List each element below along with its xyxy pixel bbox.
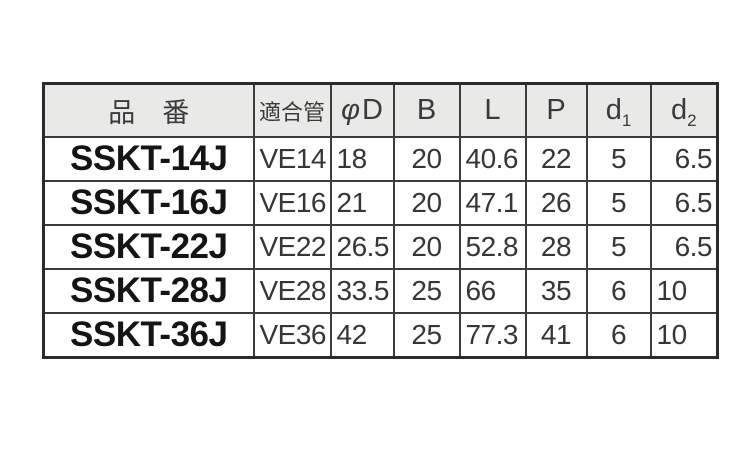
- cell-tekigokan: VE14: [252, 136, 332, 182]
- cell-phiD: 42: [329, 312, 395, 359]
- cell-d1: 5: [585, 136, 652, 182]
- cell-d2: 6.5: [649, 180, 719, 226]
- col-header-hinban: 品 番: [42, 82, 255, 138]
- cell-tekigokan: VE28: [252, 268, 332, 314]
- cell-p: 35: [524, 268, 588, 314]
- col-header-phiD: φD: [329, 82, 395, 138]
- cell-d1: 5: [585, 224, 652, 270]
- col-header-tekigokan: 適合管: [252, 82, 332, 138]
- table-row: SSKT-16J VE16 21 20 47.1 26 5 6.5: [42, 180, 719, 226]
- cell-hinban: SSKT-28J: [42, 268, 255, 314]
- cell-hinban: SSKT-22J: [42, 224, 255, 270]
- cell-d2: 6.5: [649, 136, 719, 182]
- cell-d2: 6.5: [649, 224, 719, 270]
- cell-d1: 5: [585, 180, 652, 226]
- cell-l: 40.6: [458, 136, 527, 182]
- cell-l: 47.1: [458, 180, 527, 226]
- cell-d1: 6: [585, 312, 652, 359]
- col-header-label: L: [484, 94, 501, 126]
- cell-l: 52.8: [458, 224, 527, 270]
- cell-phiD: 18: [329, 136, 395, 182]
- cell-tekigokan: VE22: [252, 224, 332, 270]
- col-header-d2: d2: [649, 82, 719, 138]
- col-header-p: P: [524, 82, 588, 138]
- col-header-l: L: [458, 82, 527, 138]
- col-header-subscript: 1: [621, 110, 632, 130]
- cell-d1: 6: [585, 268, 652, 314]
- cell-phiD: 21: [329, 180, 395, 226]
- cell-hinban: SSKT-14J: [42, 136, 255, 182]
- cell-l: 66: [458, 268, 527, 314]
- cell-tekigokan: VE36: [252, 312, 332, 359]
- cell-phiD: 33.5: [329, 268, 395, 314]
- col-header-label: 品 番: [108, 98, 190, 128]
- cell-phiD: 26.5: [329, 224, 395, 270]
- cell-b: 20: [392, 136, 461, 182]
- col-header-subscript: 2: [687, 110, 697, 130]
- cell-b: 25: [392, 312, 461, 359]
- col-header-b: B: [392, 82, 461, 138]
- cell-d2: 10: [649, 268, 719, 314]
- cell-d2: 10: [649, 312, 719, 359]
- cell-l: 77.3: [458, 312, 527, 359]
- col-header-label: P: [546, 94, 566, 126]
- cell-p: 28: [524, 224, 588, 270]
- col-header-label: d: [670, 94, 688, 126]
- col-header-label: d: [605, 94, 622, 126]
- cell-hinban: SSKT-16J: [42, 180, 255, 226]
- table-row: SSKT-14J VE14 18 20 40.6 22 5 6.5: [42, 136, 719, 182]
- col-header-label: B: [416, 94, 437, 126]
- table-row: SSKT-36J VE36 42 25 77.3 41 6 10: [42, 312, 719, 359]
- col-header-label: 適合管: [258, 99, 325, 125]
- table-row: SSKT-22J VE22 26.5 20 52.8 28 5 6.5: [42, 224, 719, 270]
- cell-p: 41: [524, 312, 588, 359]
- col-header-label: D: [361, 94, 383, 126]
- table-row: SSKT-28J VE28 33.5 25 66 35 6 10: [42, 268, 719, 314]
- cell-p: 22: [524, 136, 588, 182]
- cell-p: 26: [524, 180, 588, 226]
- cell-b: 20: [392, 180, 461, 226]
- cell-tekigokan: VE16: [252, 180, 332, 226]
- cell-b: 20: [392, 224, 461, 270]
- cell-hinban: SSKT-36J: [42, 312, 255, 359]
- cell-b: 25: [392, 268, 461, 314]
- phi-symbol: φ: [341, 94, 360, 126]
- col-header-d1: d1: [585, 82, 652, 138]
- table-body: SSKT-14J VE14 18 20 40.6 22 5 6.5 SSKT-16J VE16 21…: [42, 136, 719, 359]
